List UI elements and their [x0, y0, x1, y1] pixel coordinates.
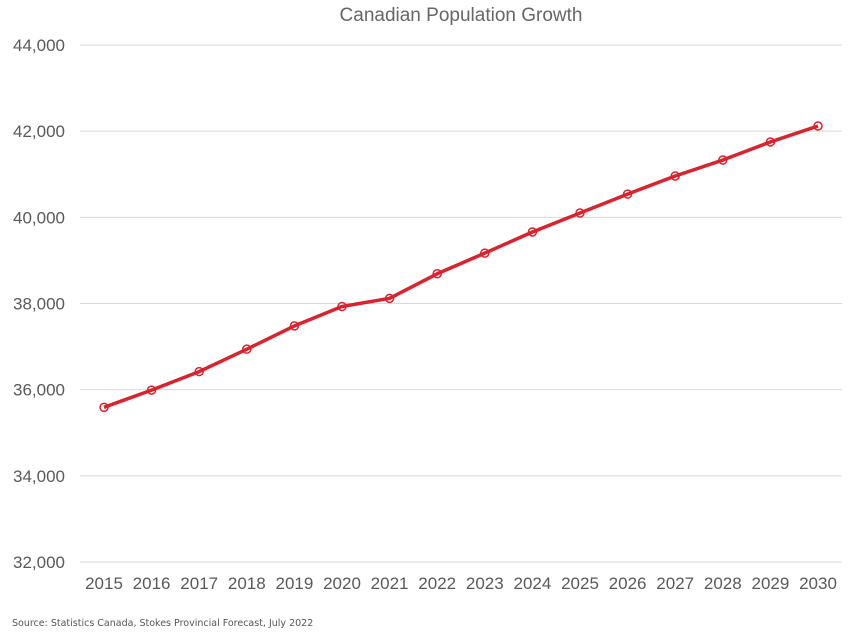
x-tick-label: 2026 [609, 574, 647, 593]
data-point [527, 227, 538, 237]
data-point [194, 366, 204, 377]
data-point [146, 385, 157, 395]
data-point [670, 171, 680, 181]
data-point [575, 208, 585, 218]
data-point [384, 293, 395, 304]
x-tick-label: 2019 [275, 574, 313, 593]
x-tick-label: 2020 [323, 574, 361, 593]
y-tick-label: 44,000 [13, 36, 65, 55]
x-tick-label: 2024 [513, 574, 551, 593]
chart-title: Canadian Population Growth [340, 5, 583, 26]
x-tick-label: 2021 [371, 574, 409, 593]
y-tick-label: 36,000 [13, 381, 65, 400]
data-point [765, 137, 776, 147]
x-tick-label: 2017 [180, 574, 218, 593]
x-tick-label: 2027 [656, 574, 694, 593]
source-note: Source: Statistics Canada, Stokes Provin… [12, 618, 314, 629]
data-point [480, 248, 490, 258]
x-tick-label: 2029 [751, 574, 789, 593]
y-tick-label: 32,000 [13, 553, 65, 572]
series-line [103, 124, 819, 409]
data-point [718, 155, 728, 165]
x-tick-label: 2030 [799, 574, 837, 593]
x-tick-label: 2025 [561, 574, 599, 593]
y-tick-label: 34,000 [13, 467, 65, 486]
data-point [432, 269, 442, 279]
data-point [337, 301, 347, 312]
x-tick-label: 2028 [704, 574, 742, 593]
data-point [622, 189, 633, 199]
y-tick-label: 38,000 [13, 295, 65, 314]
data-point [242, 344, 252, 354]
data-point [813, 121, 823, 131]
x-tick-label: 2022 [418, 574, 456, 593]
x-tick-label: 2018 [228, 574, 266, 593]
y-tick-label: 42,000 [13, 122, 65, 141]
x-tick-label: 2015 [85, 574, 123, 593]
x-tick-label: 2023 [466, 574, 504, 593]
data-point [99, 402, 109, 413]
data-point [289, 321, 300, 331]
x-tick-label: 2016 [133, 574, 171, 593]
y-tick-label: 40,000 [13, 208, 65, 227]
